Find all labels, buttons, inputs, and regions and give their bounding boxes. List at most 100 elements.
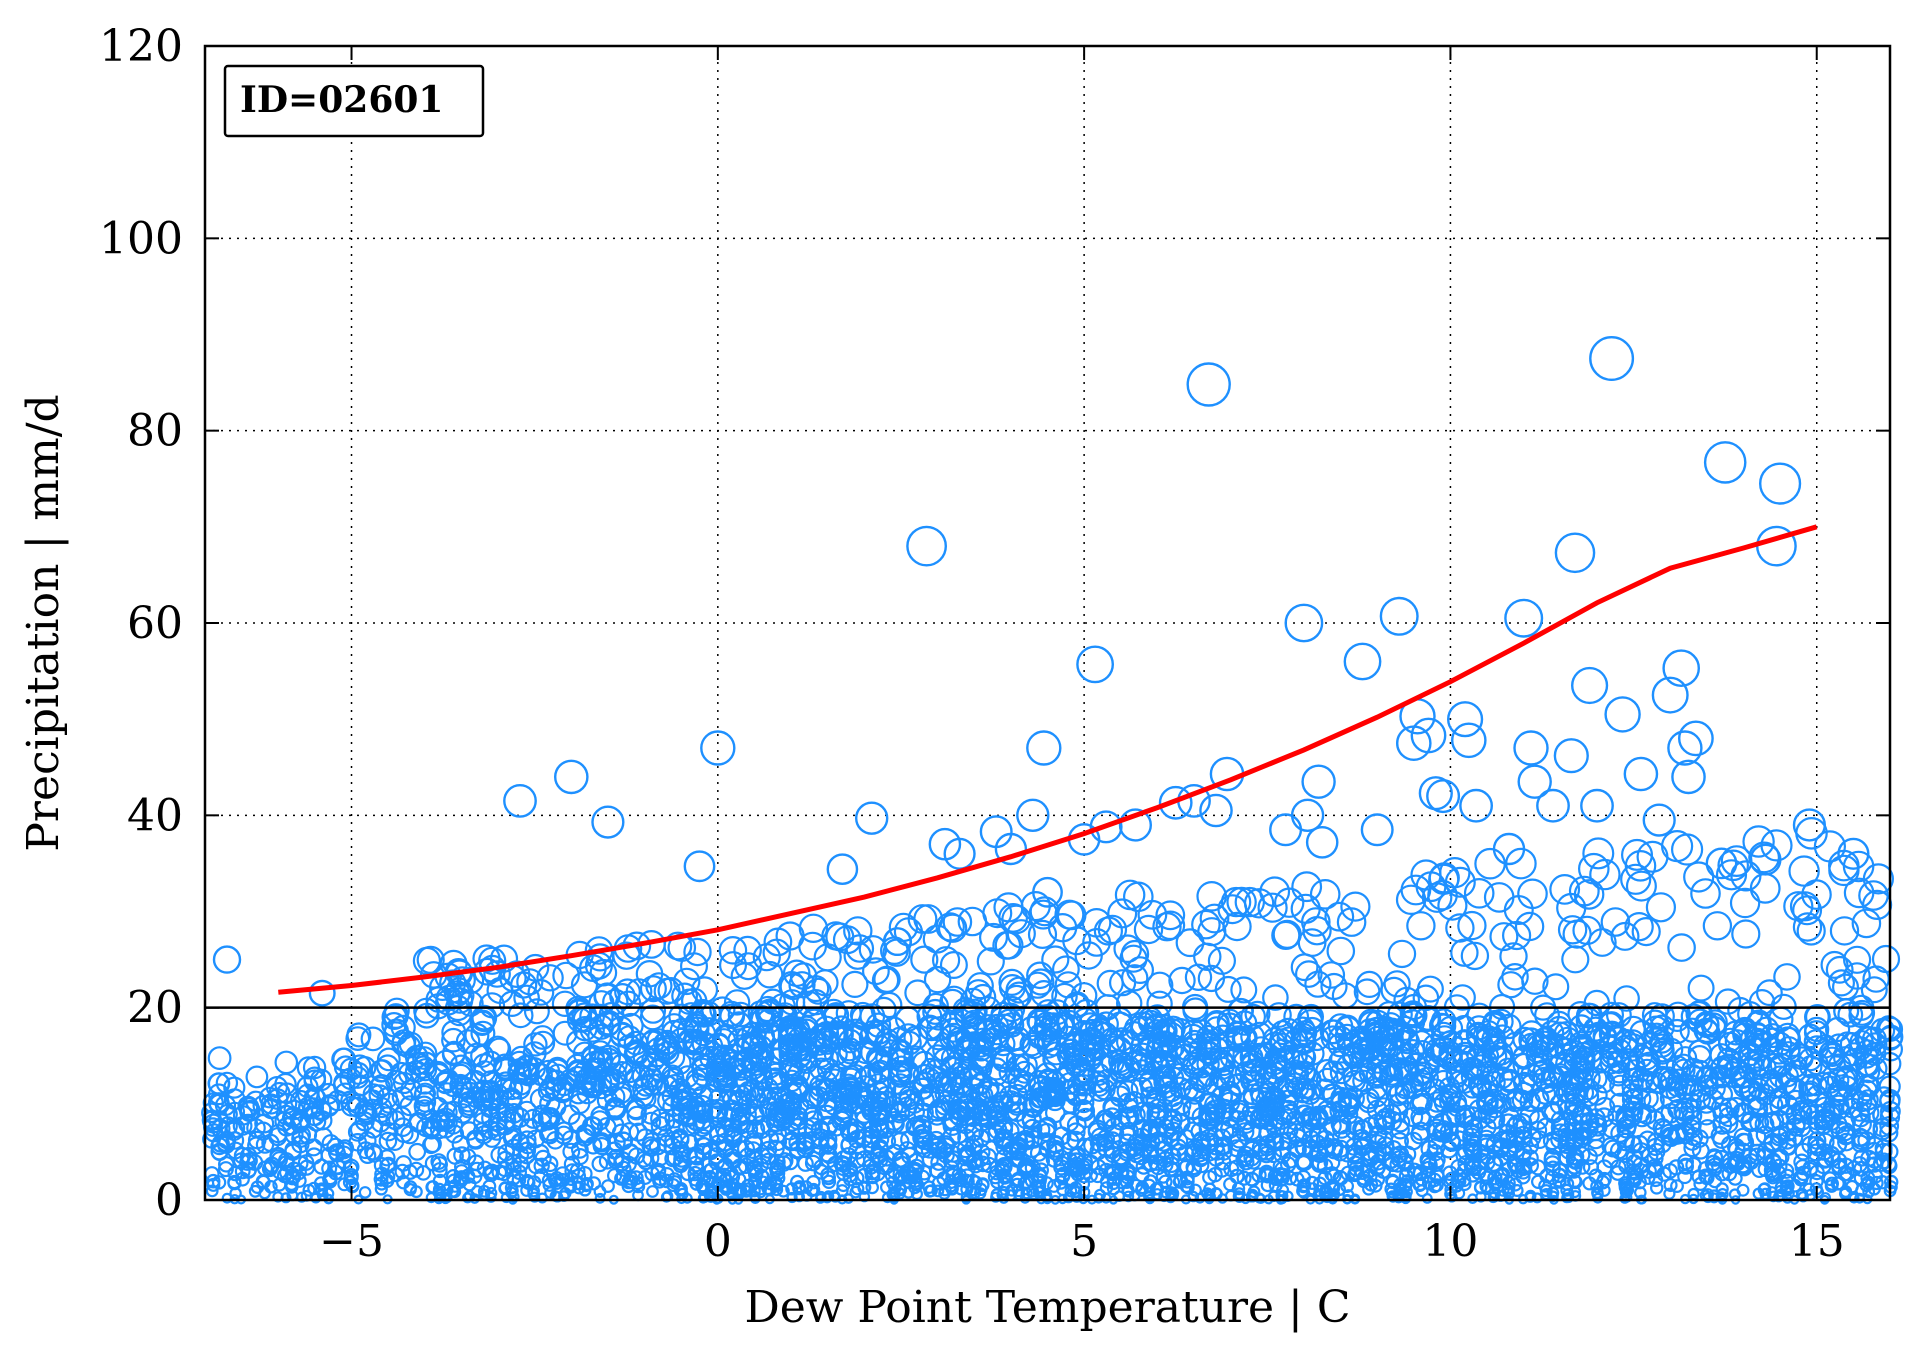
data-point	[1605, 1002, 1632, 1028]
data-point	[768, 1132, 788, 1152]
data-point	[363, 1119, 384, 1139]
data-point	[587, 1003, 614, 1030]
data-point	[1629, 1019, 1655, 1045]
data-point	[431, 1156, 448, 1173]
data-point	[1413, 1177, 1428, 1192]
data-points	[201, 336, 1904, 1205]
data-point	[1748, 1143, 1766, 1162]
data-point	[1451, 722, 1487, 759]
data-point	[252, 1094, 274, 1117]
data-point	[922, 998, 949, 1025]
data-point	[907, 1173, 923, 1188]
data-point	[1457, 1177, 1472, 1192]
data-point	[1010, 1173, 1025, 1188]
data-point	[857, 1180, 872, 1195]
y-tick-label: 100	[99, 213, 183, 264]
data-point	[571, 1147, 589, 1166]
data-point	[513, 984, 540, 1012]
y-tick-label: 80	[127, 406, 183, 457]
data-point	[959, 987, 987, 1015]
data-point	[1773, 963, 1801, 991]
data-point	[1006, 1031, 1031, 1057]
data-point	[616, 1025, 642, 1050]
data-point	[1291, 871, 1323, 903]
data-point	[1353, 978, 1381, 1006]
data-point	[855, 801, 889, 835]
data-point	[1446, 701, 1484, 738]
data-point	[1842, 945, 1872, 974]
data-point	[1022, 1118, 1043, 1139]
data-point	[1793, 1171, 1809, 1187]
data-point	[883, 927, 913, 956]
data-point	[1302, 916, 1332, 946]
data-point	[586, 1176, 602, 1191]
data-point	[353, 1055, 377, 1080]
data-point	[681, 1192, 693, 1204]
data-point	[1808, 1114, 1828, 1135]
data-point	[411, 1055, 436, 1079]
data-point	[1240, 1003, 1266, 1030]
data-point	[1746, 1009, 1772, 1036]
data-point	[304, 1138, 323, 1157]
data-point	[511, 1172, 527, 1188]
data-point	[1428, 1151, 1446, 1169]
data-point	[1082, 928, 1111, 957]
data-point	[483, 960, 511, 988]
data-point	[1056, 1182, 1070, 1197]
data-point	[1742, 825, 1775, 858]
data-point	[797, 1155, 814, 1172]
y-tick-label: 20	[127, 983, 183, 1034]
data-point	[1416, 1066, 1439, 1090]
data-point	[766, 1139, 785, 1158]
data-point	[552, 1020, 578, 1046]
data-point	[399, 1095, 421, 1117]
data-point	[657, 976, 685, 1004]
data-point	[1309, 878, 1341, 910]
data-point	[1802, 1182, 1816, 1196]
data-point	[408, 1161, 425, 1178]
data-point	[1148, 1154, 1165, 1171]
data-point	[1702, 1009, 1728, 1035]
data-point	[1272, 919, 1302, 950]
data-point	[1825, 955, 1854, 984]
data-point	[1086, 1070, 1110, 1093]
data-point	[1126, 956, 1154, 984]
data-point	[601, 1179, 615, 1193]
data-point	[284, 1176, 299, 1191]
data-point	[1264, 1145, 1283, 1164]
data-point	[1649, 1181, 1664, 1195]
data-point	[792, 1037, 818, 1062]
data-point	[261, 1161, 278, 1178]
data-point	[1546, 1186, 1559, 1199]
data-point	[1522, 1157, 1540, 1174]
data-point	[1718, 1113, 1739, 1134]
data-point	[1489, 922, 1519, 952]
data-point	[1272, 1166, 1289, 1183]
data-point	[687, 1165, 703, 1182]
data-point	[615, 1160, 632, 1177]
data-point	[1501, 1180, 1516, 1195]
data-point	[786, 1191, 798, 1204]
data-point	[1387, 939, 1417, 969]
data-point	[730, 962, 759, 990]
data-point	[1813, 830, 1847, 863]
data-point	[908, 1180, 922, 1195]
data-point	[945, 1181, 959, 1195]
data-point	[1164, 1186, 1178, 1199]
data-point	[1859, 1178, 1874, 1193]
data-point	[1400, 1038, 1425, 1064]
data-point	[994, 832, 1028, 866]
data-point	[1403, 1052, 1427, 1077]
data-point	[416, 945, 445, 975]
data-point	[1563, 1083, 1586, 1105]
data-point	[1561, 945, 1590, 974]
data-point	[449, 1063, 473, 1087]
data-point	[805, 1184, 819, 1198]
data-point	[1711, 1083, 1733, 1106]
id-badge	[223, 64, 485, 138]
data-point	[1031, 1180, 1046, 1194]
data-point	[612, 941, 641, 970]
data-point	[562, 1142, 581, 1161]
data-point	[380, 1169, 396, 1185]
data-point	[1343, 1087, 1365, 1109]
